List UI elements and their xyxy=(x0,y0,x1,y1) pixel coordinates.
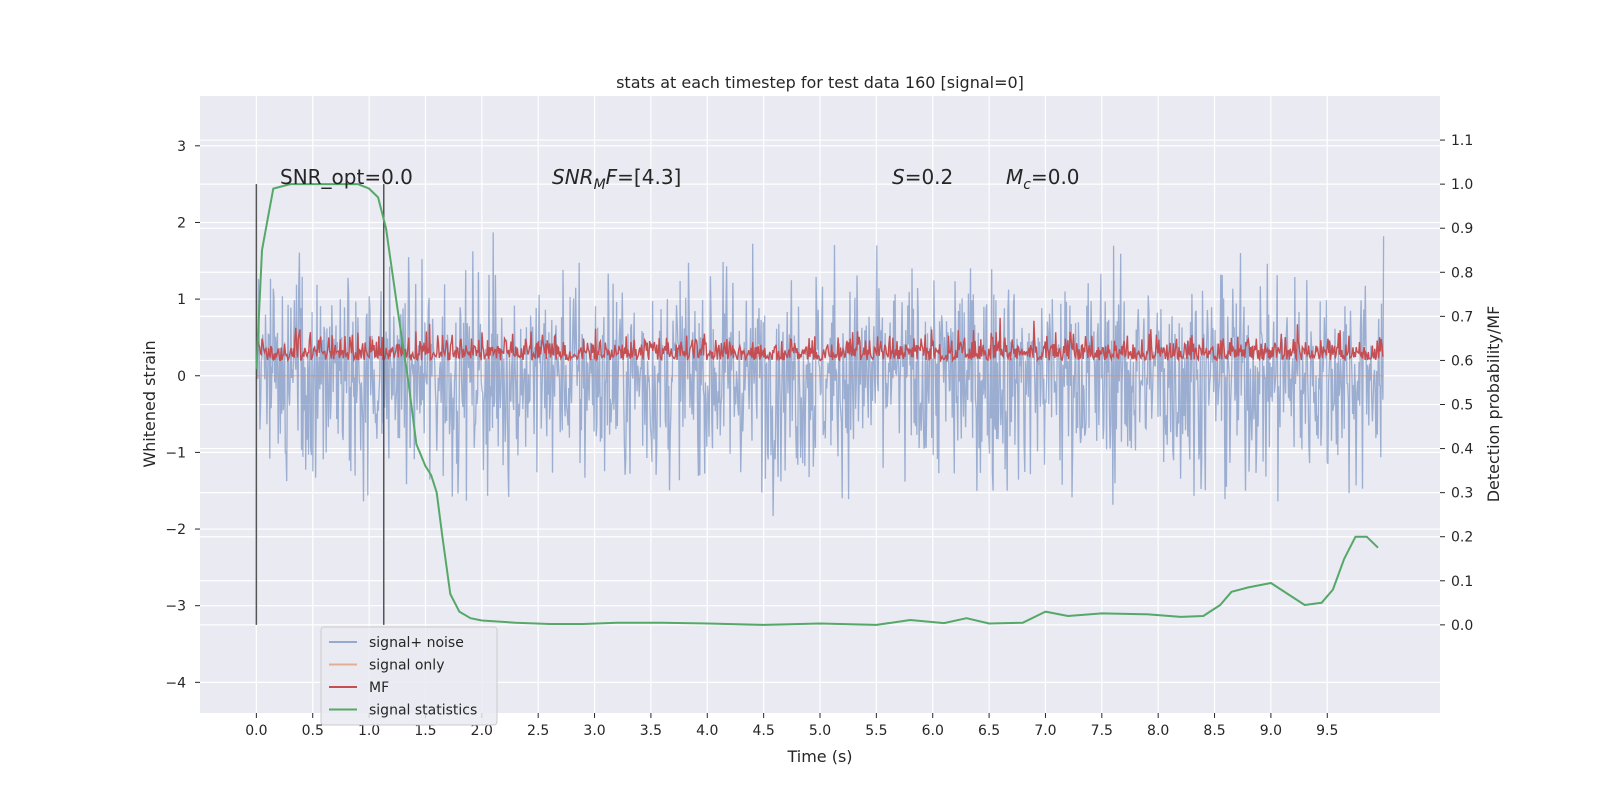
x-tick-label: 6.5 xyxy=(978,723,1000,739)
series-signal-statistics xyxy=(255,183,1379,626)
x-tick-label: 9.5 xyxy=(1316,723,1338,739)
x-tick-label: 2.5 xyxy=(527,723,549,739)
y-right-tick-label: 1.0 xyxy=(1451,177,1473,193)
x-tick-label: 8.0 xyxy=(1147,723,1169,739)
y-right-tick-label: 1.1 xyxy=(1451,133,1473,149)
y-right-tick-label: 0.9 xyxy=(1451,221,1473,237)
x-tick-label: 2.0 xyxy=(471,723,493,739)
annotation-mc-subscript: c xyxy=(1023,177,1031,193)
y-left-tick-label: −1 xyxy=(165,445,186,461)
y-right-tick-label: 0.2 xyxy=(1451,530,1473,546)
x-tick-label: 9.0 xyxy=(1260,723,1282,739)
annotation-mc-symbol: M xyxy=(1006,165,1023,189)
x-tick-label: 0.5 xyxy=(302,723,324,739)
legend: signal+ noise signal only MF signal statist… xyxy=(320,626,498,726)
series-signal-plus-noise xyxy=(255,232,1385,517)
x-tick-label: 7.5 xyxy=(1091,723,1113,739)
x-tick-label: 6.0 xyxy=(922,723,944,739)
annotation-snr-mf-symbol: SNR xyxy=(552,165,594,189)
annotation-s: S=0.2 xyxy=(892,165,953,189)
legend-label: signal only xyxy=(369,658,444,674)
y-right-tick-label: 0.1 xyxy=(1451,574,1473,590)
annotation-mc-value: =0.0 xyxy=(1031,165,1080,189)
x-tick-label: 4.5 xyxy=(753,723,775,739)
y-right-tick-label: 0.4 xyxy=(1451,442,1473,458)
y-right-tick-label: 0.8 xyxy=(1451,265,1473,281)
x-tick-label: 5.0 xyxy=(809,723,831,739)
x-tick-label: 5.5 xyxy=(865,723,887,739)
legend-label: signal+ noise xyxy=(369,635,464,651)
legend-label: MF xyxy=(369,680,389,696)
x-axis-label: Time (s) xyxy=(786,747,852,766)
y-right-tick-label: 0.7 xyxy=(1451,309,1473,325)
x-tick-label: 8.5 xyxy=(1203,723,1225,739)
y-axis-label-left: Whitened strain xyxy=(140,340,159,467)
legend-frame xyxy=(320,626,498,726)
y-right-tick-label: 0.0 xyxy=(1451,618,1473,634)
annotation-snr-mf-value: =[4.3] xyxy=(617,165,681,189)
series-mf xyxy=(255,317,1384,363)
annotation-snr-mf-symbol-2: F xyxy=(606,165,618,189)
x-tick-label: 3.0 xyxy=(583,723,605,739)
annotation-snr-mf: SNRMF=[4.3] xyxy=(552,165,681,193)
axis-ticks: 0.0 0.5 1.0 1.5 2.0 2.5 3.0 3.5 4.0 4.5 5.0 5.5 6.0 6… xyxy=(165,133,1473,739)
x-tick-label: 1.5 xyxy=(414,723,436,739)
annotation-snr-mf-subscript: M xyxy=(594,177,606,193)
chart-title: stats at each timestep for test data 160… xyxy=(616,73,1024,92)
annotation-s-value: =0.2 xyxy=(905,165,954,189)
y-right-tick-label: 0.5 xyxy=(1451,398,1473,414)
y-left-tick-label: 2 xyxy=(177,215,186,231)
series-line-signal-statistics xyxy=(255,183,1379,626)
legend-label: signal statistics xyxy=(369,703,477,719)
x-tick-label: 4.0 xyxy=(696,723,718,739)
series-line-signal-plus-noise xyxy=(255,232,1385,517)
y-left-tick-label: 1 xyxy=(177,292,186,308)
x-tick-label: 1.0 xyxy=(358,723,380,739)
y-left-tick-label: 3 xyxy=(177,139,186,155)
series-line-mf xyxy=(255,317,1384,363)
y-axis-label-right: Detection probability/MF xyxy=(1484,306,1503,503)
y-left-tick-label: −4 xyxy=(165,675,186,691)
y-left-tick-label: −2 xyxy=(165,522,186,538)
window-markers xyxy=(255,184,385,625)
x-tick-label: 3.5 xyxy=(640,723,662,739)
y-right-tick-label: 0.3 xyxy=(1451,486,1473,502)
x-tick-label: 7.0 xyxy=(1034,723,1056,739)
y-left-tick-label: 0 xyxy=(177,369,186,385)
x-tick-label: 0.0 xyxy=(245,723,267,739)
annotation-mc: Mc=0.0 xyxy=(1006,165,1080,193)
annotation-snr-opt: SNR_opt=0.0 xyxy=(280,165,413,189)
annotation-s-symbol: S xyxy=(892,165,905,189)
y-left-tick-label: −3 xyxy=(165,599,186,615)
y-right-tick-label: 0.6 xyxy=(1451,353,1473,369)
